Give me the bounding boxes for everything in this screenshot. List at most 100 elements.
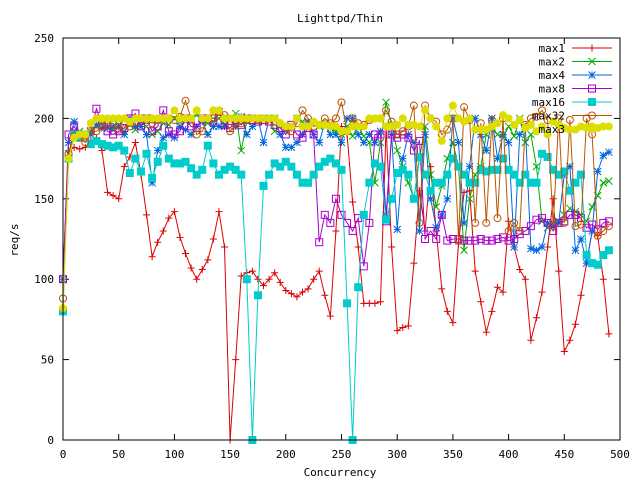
data-point-max1 (321, 291, 329, 299)
data-point-max64 (64, 154, 73, 163)
data-point-max16 (599, 251, 608, 260)
data-point-max4 (421, 130, 429, 139)
data-point-max8 (331, 194, 340, 203)
data-point-max16 (460, 170, 469, 179)
data-point-max8 (426, 226, 435, 235)
data-point-max32 (510, 218, 519, 227)
data-point-max64 (437, 136, 446, 145)
data-point-max8 (337, 210, 346, 219)
data-point-max64 (331, 122, 340, 131)
data-point-max16 (276, 162, 285, 171)
data-point-max1 (393, 327, 401, 335)
data-point-max1 (115, 195, 123, 203)
y-axis-label: req/s (8, 223, 21, 256)
data-point-max1 (260, 282, 268, 290)
data-point-max1 (315, 267, 323, 275)
data-point-max32 (604, 222, 613, 231)
legend-item-max16: max16 (532, 96, 612, 109)
data-point-max2 (605, 177, 613, 185)
data-point-max16 (415, 152, 424, 161)
data-point-max1 (438, 285, 446, 293)
data-point-max32 (460, 103, 469, 112)
data-point-max64 (515, 116, 524, 125)
data-point-max4 (159, 133, 168, 142)
data-point-max8 (326, 218, 335, 227)
data-point-max8 (448, 235, 457, 243)
legend-label: max2 (539, 56, 566, 69)
legend-label: max16 (532, 96, 565, 109)
data-point-max16 (142, 149, 151, 158)
data-point-max1 (209, 235, 217, 243)
data-point-max16 (148, 173, 157, 182)
data-point-max4 (493, 154, 502, 163)
data-point-max1 (193, 275, 201, 283)
data-point-max32 (198, 127, 207, 136)
data-point-max4 (465, 162, 474, 171)
data-point-max8 (538, 214, 547, 223)
data-point-max4 (287, 143, 296, 152)
data-point-max1 (159, 227, 167, 235)
data-point-max1 (104, 188, 112, 196)
data-point-max4 (365, 130, 374, 139)
data-point-max16 (443, 170, 452, 179)
data-point-max16 (421, 170, 430, 179)
data-point-max16 (214, 170, 223, 179)
data-point-max64 (187, 114, 196, 123)
x-tick-label: 400 (499, 448, 519, 461)
data-point-max1 (299, 288, 307, 296)
data-point-max32 (532, 112, 541, 121)
data-point-max4 (192, 122, 201, 131)
legend-item-max64: max3 (539, 123, 612, 136)
data-point-max64 (426, 114, 435, 123)
data-point-max16 (359, 210, 368, 219)
data-point-max32 (337, 98, 346, 107)
data-point-max16 (153, 157, 162, 166)
x-tick-label: 300 (387, 448, 407, 461)
legend-marker-max16 (588, 98, 596, 106)
data-point-max1 (477, 298, 485, 306)
data-point-max1 (187, 264, 195, 272)
data-point-max4 (549, 222, 558, 230)
data-point-max1 (555, 267, 563, 275)
data-point-max4 (293, 138, 301, 147)
data-point-max8 (409, 146, 418, 155)
data-point-max16 (577, 170, 586, 179)
x-axis-label: Concurrency (304, 466, 377, 479)
data-point-max8 (549, 226, 558, 235)
data-point-max4 (527, 244, 535, 253)
data-point-max4 (142, 130, 151, 139)
data-point-max1 (371, 299, 379, 307)
data-point-max16 (376, 162, 385, 171)
data-point-max64 (170, 106, 179, 115)
data-point-max8 (604, 217, 613, 226)
legend-label: max1 (539, 42, 566, 55)
data-point-max16 (549, 165, 558, 174)
data-point-max8 (493, 235, 502, 243)
data-point-max16 (253, 291, 262, 300)
x-tick-label: 450 (554, 448, 574, 461)
data-point-max32 (348, 114, 357, 123)
data-point-max32 (81, 138, 90, 147)
data-point-max1 (605, 330, 613, 338)
data-point-max4 (443, 194, 452, 203)
data-point-max32 (549, 222, 558, 231)
data-point-max64 (415, 122, 424, 131)
legend-marker-max1 (588, 44, 596, 52)
legend-item-max8: max8 (539, 83, 612, 96)
data-point-max64 (432, 122, 441, 131)
data-point-max1 (399, 323, 407, 331)
data-point-max1 (482, 328, 490, 336)
data-point-max1 (265, 275, 273, 283)
data-point-max16 (181, 157, 190, 166)
data-point-max16 (198, 165, 207, 174)
legend-item-max4: max4 (539, 69, 612, 82)
data-point-max1 (232, 356, 240, 364)
data-point-max64 (393, 120, 402, 129)
data-point-max4 (460, 219, 468, 227)
data-point-max4 (215, 122, 223, 131)
data-point-max4 (131, 122, 140, 131)
data-point-max1 (376, 298, 384, 306)
data-point-max16 (231, 165, 240, 174)
data-point-max8 (565, 210, 574, 219)
